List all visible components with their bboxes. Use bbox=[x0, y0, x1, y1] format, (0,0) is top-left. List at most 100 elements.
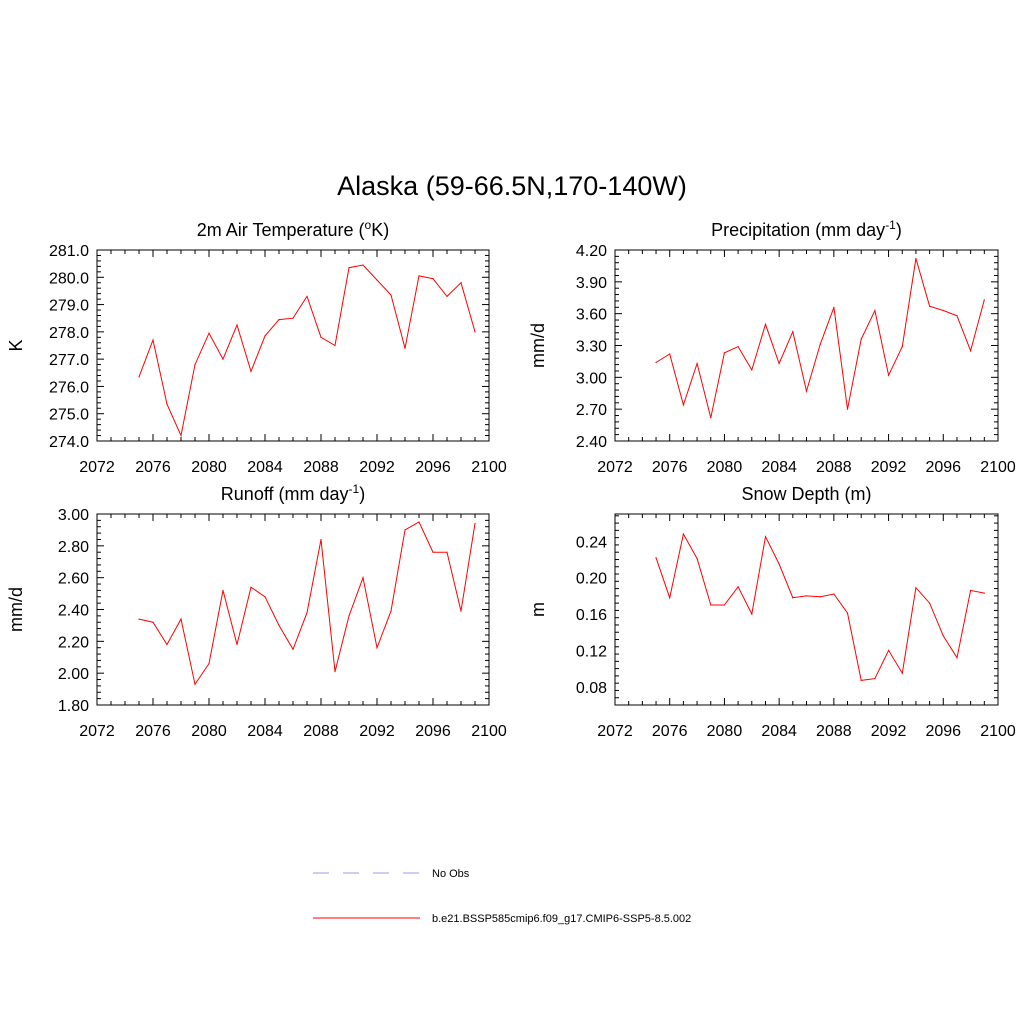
data-point bbox=[792, 597, 794, 599]
y-tick-label: 0.20 bbox=[576, 571, 607, 588]
legend-label: b.e21.BSSP585cmip6.f09_g17.CMIP6-SSP5-8.… bbox=[432, 913, 691, 925]
series-line bbox=[138, 264, 476, 438]
data-point bbox=[446, 295, 448, 297]
data-point bbox=[320, 336, 322, 338]
data-point bbox=[446, 551, 448, 553]
panel-title-superscript: o bbox=[365, 218, 372, 232]
y-tick-label: 278.0 bbox=[49, 325, 89, 342]
panel-title-suffix: K) bbox=[371, 220, 389, 240]
x-tick-label: 2084 bbox=[247, 723, 283, 740]
y-tick-label: 280.0 bbox=[49, 270, 89, 287]
x-tick-label: 2084 bbox=[761, 723, 797, 740]
data-point bbox=[805, 595, 808, 597]
data-point bbox=[334, 344, 336, 347]
x-tick-label: 2080 bbox=[191, 723, 227, 740]
figure-title: Alaska (59-66.5N,170-140W) bbox=[337, 171, 687, 201]
y-axis-label: K bbox=[6, 339, 26, 351]
data-point bbox=[751, 613, 753, 615]
y-tick-label: 3.90 bbox=[576, 275, 607, 292]
y-tick-label: 274.0 bbox=[49, 434, 89, 451]
data-point bbox=[278, 319, 280, 321]
data-point bbox=[376, 279, 378, 281]
data-point bbox=[152, 621, 154, 623]
y-tick-label: 0.08 bbox=[576, 680, 607, 697]
panel-1: 2072 2076 2080 2084 2088 2092 2096 2100 274.0 275… bbox=[6, 218, 507, 476]
x-tick-label: 2088 bbox=[816, 723, 852, 740]
x-tick-label: 2092 bbox=[871, 723, 907, 740]
data-point bbox=[710, 604, 712, 606]
data-point bbox=[194, 683, 196, 685]
data-point bbox=[942, 635, 944, 637]
x-tick-label: 2084 bbox=[247, 459, 283, 476]
x-tick-label: 2072 bbox=[79, 723, 115, 740]
data-point bbox=[418, 275, 420, 277]
data-point bbox=[390, 294, 392, 296]
panel-4: 2072 2076 2080 2084 2088 2092 2096 2100 0.08 0.12… bbox=[528, 484, 1016, 740]
panel-2: 2072 2076 2080 2084 2088 2092 2096 2100 2.40 2.70… bbox=[528, 218, 1016, 476]
x-tick-label: 2072 bbox=[79, 459, 115, 476]
panel-title-suffix: ) bbox=[896, 220, 902, 240]
series-line bbox=[655, 532, 985, 681]
y-axis-label: mm/d bbox=[528, 323, 548, 368]
data-point bbox=[460, 610, 462, 612]
plot-frame bbox=[96, 249, 490, 442]
data-point bbox=[404, 347, 406, 349]
panel-title: Precipitation (mm day-1) bbox=[711, 218, 902, 240]
data-point bbox=[888, 374, 890, 376]
x-tick-label: 2100 bbox=[471, 723, 507, 740]
data-point bbox=[874, 678, 876, 680]
data-point bbox=[956, 657, 958, 659]
data-point bbox=[846, 408, 849, 410]
plot-frame bbox=[96, 513, 490, 706]
data-point bbox=[348, 267, 350, 269]
data-point bbox=[696, 362, 698, 365]
y-tick-label: 2.00 bbox=[58, 666, 89, 683]
data-point bbox=[723, 604, 726, 606]
data-point bbox=[970, 350, 972, 352]
x-tick-label: 2076 bbox=[652, 723, 688, 740]
data-point bbox=[180, 618, 182, 620]
y-tick-label: 2.60 bbox=[58, 571, 89, 588]
panel-title: 2m Air Temperature (oK) bbox=[197, 218, 389, 240]
x-tick-label: 2092 bbox=[871, 459, 907, 476]
data-point bbox=[222, 589, 224, 592]
y-axis-label: mm/d bbox=[6, 587, 26, 632]
data-point bbox=[208, 663, 210, 665]
data-point bbox=[669, 597, 671, 599]
data-point bbox=[180, 434, 182, 437]
panel-title-text: 2m Air Temperature ( bbox=[197, 220, 365, 240]
y-tick-label: 2.40 bbox=[576, 434, 607, 451]
data-point bbox=[138, 376, 140, 378]
y-tick-label: 3.00 bbox=[58, 507, 89, 524]
data-point bbox=[432, 278, 434, 280]
x-tick-label: 2100 bbox=[980, 459, 1016, 476]
panel-title-text: Snow Depth (m) bbox=[741, 484, 871, 504]
data-point bbox=[236, 643, 238, 646]
plot-frame bbox=[614, 513, 999, 706]
data-point bbox=[278, 624, 280, 627]
y-tick-label: 2.20 bbox=[58, 634, 89, 651]
y-tick-label: 0.12 bbox=[576, 643, 607, 660]
data-point bbox=[819, 596, 821, 598]
data-point bbox=[376, 647, 378, 649]
data-point bbox=[655, 361, 657, 364]
data-point bbox=[362, 264, 364, 266]
data-point bbox=[751, 369, 753, 371]
data-point bbox=[208, 332, 210, 334]
data-point bbox=[901, 672, 903, 674]
data-point bbox=[860, 679, 862, 682]
data-point bbox=[222, 358, 224, 360]
y-tick-label: 3.60 bbox=[576, 307, 607, 324]
data-point bbox=[710, 417, 712, 419]
data-point bbox=[723, 352, 726, 354]
panel-3: 2072 2076 2080 2084 2088 2092 2096 2100 1.80 2.00… bbox=[6, 482, 507, 740]
x-tick-label: 2096 bbox=[415, 459, 451, 476]
panel-title-superscript: -1 bbox=[349, 482, 360, 496]
data-point bbox=[983, 299, 985, 301]
data-point bbox=[390, 610, 392, 612]
y-tick-label: 2.80 bbox=[58, 539, 89, 556]
data-point bbox=[166, 403, 168, 405]
data-point bbox=[929, 305, 931, 307]
data-point bbox=[737, 346, 739, 348]
